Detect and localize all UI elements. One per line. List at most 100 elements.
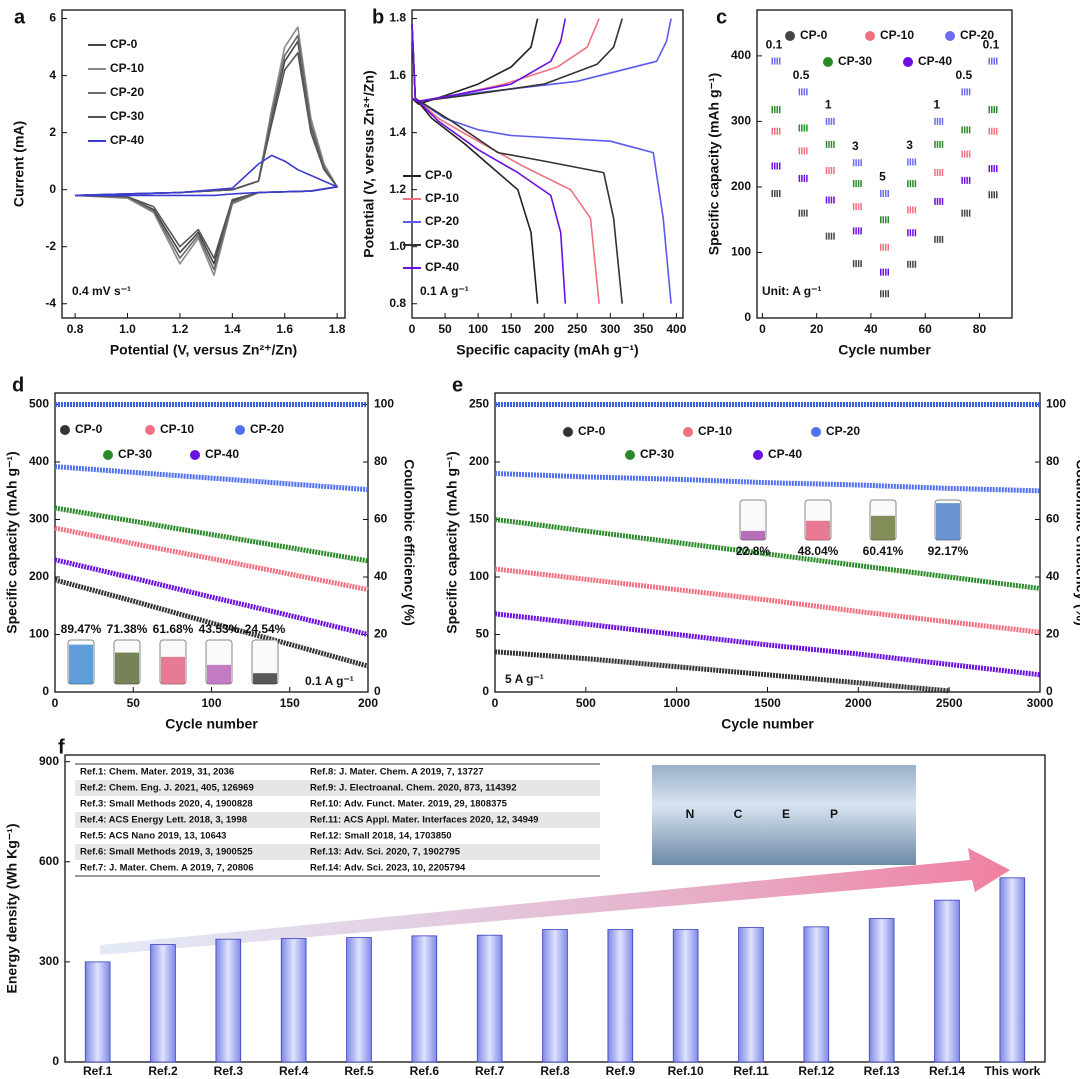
y-tick-label: 1.8	[389, 11, 406, 25]
reference: Ref.7: J. Mater. Chem. A 2019, 7, 20806	[80, 863, 254, 874]
reference: Ref.3: Small Methods 2020, 4, 1900828	[80, 799, 253, 810]
x-axis-title: Cycle number	[721, 716, 814, 732]
x-tick-label: Ref.2	[148, 1064, 178, 1078]
retention-label: 43.53%	[199, 622, 240, 636]
reference: Ref.9: J. Electroanal. Chem. 2020, 873, …	[310, 783, 516, 794]
x-tick-label: 40	[864, 322, 878, 336]
x-tick-label: 0	[492, 696, 499, 710]
x-tick-label: 500	[576, 696, 596, 710]
retention-fill	[207, 664, 231, 684]
y-tick-label: 600	[39, 854, 59, 868]
legend-swatch	[235, 425, 245, 435]
y-tick-label: 6	[49, 11, 56, 25]
x-tick-label: 60	[919, 322, 933, 336]
trend-arrow	[100, 848, 1010, 955]
series-line	[494, 566, 1041, 635]
retention-fill	[253, 673, 277, 684]
rate-label: 0.5	[956, 68, 973, 82]
retention-label: 24.54%	[245, 622, 286, 636]
x-tick-label: Ref.14	[929, 1064, 965, 1078]
y-tick-label: 200	[29, 569, 49, 583]
annotation: 0.4 mV s⁻¹	[72, 284, 131, 298]
x-tick-label: This work	[984, 1064, 1040, 1078]
reference: Ref.12: Small 2018, 14, 1703850	[310, 831, 452, 842]
x-tick-label: 0	[52, 696, 59, 710]
legend-swatch	[785, 31, 795, 41]
inset-letter: P	[830, 807, 838, 821]
y-axis-title: Potential (V, versus Zn²⁺/Zn)	[361, 70, 377, 257]
bar	[150, 944, 176, 1063]
bar	[934, 899, 960, 1063]
reference: Ref.6: Small Methods 2019, 3, 1900525	[80, 847, 253, 858]
legend-swatch	[563, 427, 573, 437]
legend-label: CP-30	[640, 447, 674, 461]
reference: Ref.5: ACS Nano 2019, 13, 10643	[80, 831, 226, 842]
reference: Ref.10: Adv. Funct. Mater. 2019, 29, 180…	[310, 799, 508, 810]
bar	[215, 938, 242, 1063]
bar	[84, 961, 111, 1063]
panel-label: b	[372, 6, 384, 28]
legend-label: CP-30	[838, 54, 872, 68]
y-axis-title: Energy density (Wh Kg⁻¹)	[4, 824, 20, 994]
y-tick-label: 1.0	[389, 239, 406, 253]
x-tick-label: 2000	[845, 696, 872, 710]
y2-axis-title: Coulombic efficiency (%)	[1073, 459, 1080, 625]
series-line	[54, 557, 369, 637]
legend-label: CP-40	[425, 260, 459, 274]
retention-label: 22.8%	[736, 544, 770, 558]
y-tick-label: 50	[476, 627, 490, 641]
x-tick-label: 100	[468, 322, 488, 336]
series-line	[75, 154, 338, 197]
retention-label: 60.41%	[863, 544, 904, 558]
retention-fill	[806, 520, 830, 540]
reference: Ref.1: Chem. Mater. 2019, 31, 2036	[80, 767, 234, 778]
legend-label: CP-0	[75, 422, 103, 436]
y-axis-title: Specific capacity (mAh g⁻¹)	[706, 73, 722, 255]
x-tick-label: 250	[567, 322, 587, 336]
reference: Ref.14: Adv. Sci. 2023, 10, 2205794	[310, 863, 466, 874]
y-axis-title: Specific capacity (mAh g⁻¹)	[444, 451, 460, 633]
y-tick-label: 0	[49, 182, 56, 196]
rate-label: 1	[825, 98, 832, 112]
x-tick-label: 300	[600, 322, 620, 336]
x-tick-label: 1.8	[329, 322, 346, 336]
y-tick-label: 300	[731, 114, 751, 128]
retention-label: 92.17%	[928, 544, 969, 558]
bar	[411, 935, 438, 1063]
legend-label: CP-20	[425, 214, 459, 228]
series-line	[54, 525, 369, 593]
rate-label: 0.1	[983, 37, 1000, 51]
legend-swatch	[823, 57, 833, 67]
x-axis-title: Cycle number	[838, 342, 931, 358]
y-tick-label: 0	[482, 684, 489, 698]
y-tick-label: 400	[29, 454, 49, 468]
legend-label: CP-10	[110, 61, 144, 75]
retention-fill	[871, 515, 895, 540]
y-tick-label: 1.6	[389, 68, 406, 82]
legend-label: CP-10	[160, 422, 194, 436]
y-tick-label: -2	[45, 239, 56, 253]
ref-row-bg	[75, 812, 600, 828]
y2-tick-label: 20	[374, 627, 388, 641]
legend-label: CP-30	[110, 109, 144, 123]
x-tick-label: Ref.7	[475, 1064, 505, 1078]
x-tick-label: 3000	[1027, 696, 1054, 710]
bar	[738, 927, 764, 1063]
legend-swatch	[103, 450, 113, 460]
legend-swatch	[145, 425, 155, 435]
legend-label: CP-20	[826, 424, 860, 438]
y-tick-label: 1.4	[389, 125, 406, 139]
y2-tick-label: 80	[1046, 454, 1060, 468]
rate-label: 3	[852, 139, 859, 153]
legend-label: CP-30	[425, 237, 459, 251]
x-tick-label: 0.8	[67, 322, 84, 336]
y2-tick-label: 40	[374, 569, 388, 583]
y-tick-label: 4	[49, 68, 56, 82]
x-tick-label: 1.0	[119, 322, 136, 336]
legend-label: CP-10	[698, 424, 732, 438]
legend-label: CP-40	[768, 447, 802, 461]
y-tick-label: 300	[29, 512, 49, 526]
rate-label: 5	[879, 170, 886, 184]
annotation: Unit: A g⁻¹	[762, 284, 821, 298]
y-tick-label: 400	[731, 48, 751, 62]
